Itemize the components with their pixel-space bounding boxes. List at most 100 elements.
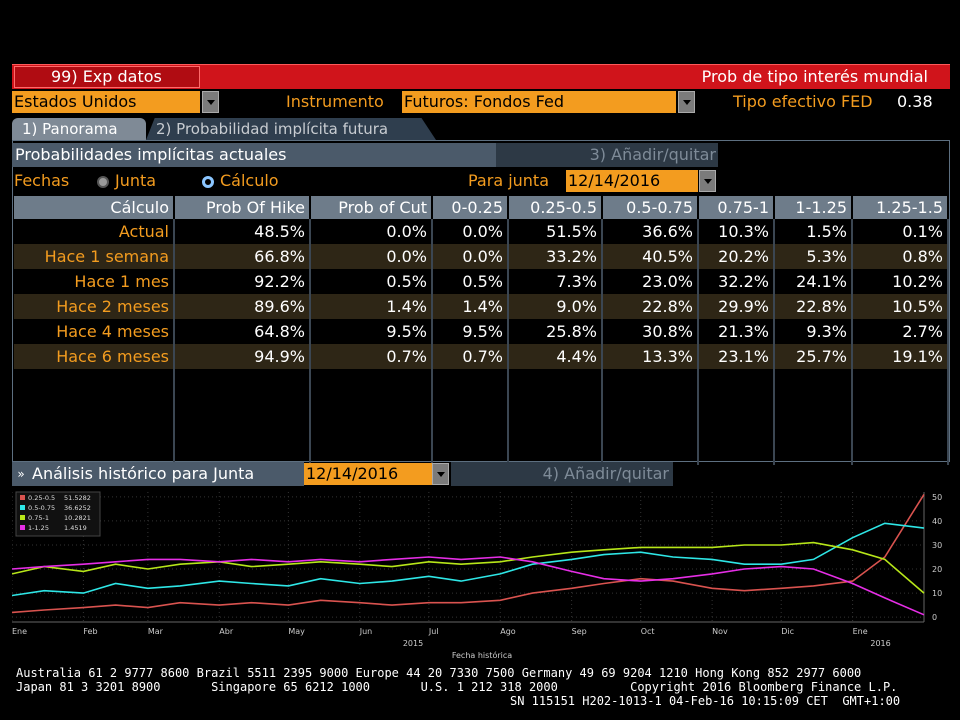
for-meeting-label: Para junta: [468, 171, 550, 190]
col-header[interactable]: Cálculo: [14, 196, 175, 219]
table-cell: 32.2%: [698, 269, 775, 294]
row-label: Hace 1 semana: [14, 244, 175, 269]
x-tick-label: Jun: [359, 627, 373, 636]
x-tick-label: Ene: [12, 627, 27, 636]
radio-calc-label[interactable]: Cálculo: [220, 171, 279, 190]
y-tick-label: 10: [932, 589, 942, 598]
radio-calc[interactable]: [202, 176, 214, 188]
table-cell: 0.0%: [432, 244, 509, 269]
table-empty-area: [14, 369, 949, 465]
series-line-0.5-0.75: [11, 522, 925, 597]
table-cell: 1.4%: [310, 294, 433, 319]
effective-rate-label: Tipo efectivo FED: [733, 92, 873, 111]
footer-line-1: Australia 61 2 9777 8600 Brazil 5511 239…: [16, 666, 862, 680]
legend-swatch: [20, 495, 25, 500]
country-select[interactable]: Estados Unidos: [12, 91, 200, 113]
history-title: Análisis histórico para Junta: [30, 462, 304, 486]
series-line-0.75-1: [11, 541, 925, 594]
legend-value: 36.6252: [64, 504, 91, 512]
tab-panorama[interactable]: 1) Panorama: [12, 118, 146, 140]
collapse-icon[interactable]: »: [12, 462, 30, 486]
table-cell: 22.8%: [602, 294, 699, 319]
table-cell: 4.4%: [508, 344, 603, 369]
x-tick-label: Ago: [500, 627, 516, 636]
table-cell: 19.1%: [852, 344, 949, 369]
history-date-dropdown-arrow-icon[interactable]: [432, 463, 449, 485]
col-header[interactable]: Prob of Cut: [310, 196, 433, 219]
table-cell: 7.3%: [508, 269, 603, 294]
table-cell: 1.5%: [774, 219, 853, 244]
table-cell: 0.1%: [852, 219, 949, 244]
row-label: Hace 2 meses: [14, 294, 175, 319]
legend-value: 10.2821: [64, 514, 91, 522]
table-cell: 20.2%: [698, 244, 775, 269]
table-row[interactable]: Hace 4 meses 64.8% 9.5% 9.5% 25.8% 30.8%…: [14, 319, 949, 344]
table-cell: 10.2%: [852, 269, 949, 294]
table-cell: 13.3%: [602, 344, 699, 369]
table-cell: 25.7%: [774, 344, 853, 369]
table-cell: 51.5%: [508, 219, 603, 244]
table-row[interactable]: Actual 48.5% 0.0% 0.0% 51.5% 36.6% 10.3%…: [14, 219, 949, 244]
history-chart: Ene Feb Mar Abr May Jun Jul Ago Sep Oct Nov Dic Ene 2…: [11, 486, 950, 664]
x-tick-label: Jul: [428, 627, 439, 636]
table-cell: 22.8%: [774, 294, 853, 319]
x-tick-label: Nov: [712, 627, 728, 636]
instrument-dropdown-arrow-icon[interactable]: [678, 91, 695, 113]
col-header[interactable]: 0.5-0.75: [602, 196, 699, 219]
legend-value: 51.5282: [64, 494, 91, 502]
col-header[interactable]: 0.75-1: [698, 196, 775, 219]
y-tick-label: 0: [932, 613, 937, 622]
legend-label: 1-1.25: [28, 524, 49, 532]
table-cell: 40.5%: [602, 244, 699, 269]
table-cell: 29.9%: [698, 294, 775, 319]
effective-rate-value: 0.38: [897, 92, 933, 111]
meeting-date-select[interactable]: 12/14/2016: [566, 170, 698, 192]
table-cell: 89.6%: [174, 294, 311, 319]
x-tick-label: Mar: [148, 627, 164, 636]
country-dropdown-arrow-icon[interactable]: [202, 91, 219, 113]
table-cell: 36.6%: [602, 219, 699, 244]
tab-implied-future[interactable]: 2) Probabilidad implícita futura: [146, 118, 436, 140]
history-add-remove-button[interactable]: 4) Añadir/quitar: [451, 462, 673, 486]
table-cell: 0.7%: [432, 344, 509, 369]
x-tick-label: Dic: [781, 627, 794, 636]
legend-swatch: [20, 505, 25, 510]
table-cell: 64.8%: [174, 319, 311, 344]
table-cell: 48.5%: [174, 219, 311, 244]
meeting-date-dropdown-arrow-icon[interactable]: [699, 170, 716, 192]
table-cell: 24.1%: [774, 269, 853, 294]
table-row[interactable]: Hace 1 semana 66.8% 0.0% 0.0% 33.2% 40.5…: [14, 244, 949, 269]
row-label: Hace 1 mes: [14, 269, 175, 294]
y-tick-label: 30: [932, 541, 942, 550]
col-header[interactable]: 0-0.25: [432, 196, 509, 219]
table-row[interactable]: Hace 6 meses 94.9% 0.7% 0.7% 4.4% 13.3% …: [14, 344, 949, 369]
table-row[interactable]: Hace 2 meses 89.6% 1.4% 1.4% 9.0% 22.8% …: [14, 294, 949, 319]
history-meeting-date-select[interactable]: 12/14/2016: [304, 463, 432, 485]
x-tick-label: Feb: [83, 627, 97, 636]
legend-swatch: [20, 515, 25, 520]
col-header[interactable]: 1-1.25: [774, 196, 853, 219]
table-cell: 5.3%: [774, 244, 853, 269]
legend-label: 0.5-0.75: [28, 504, 55, 512]
page-title: Prob de tipo interés mundial: [701, 67, 928, 86]
add-remove-button[interactable]: 3) Añadir/quitar: [496, 143, 718, 167]
table-cell: 0.0%: [310, 244, 433, 269]
radio-meeting[interactable]: [97, 176, 109, 188]
table-cell: 9.5%: [432, 319, 509, 344]
export-data-button[interactable]: 99) Exp datos: [14, 66, 200, 88]
y-tick-label: 40: [932, 517, 942, 526]
history-header: » Análisis histórico para Junta 12/14/20…: [12, 462, 950, 486]
col-header[interactable]: 1.25-1.5: [852, 196, 949, 219]
table-cell: 66.8%: [174, 244, 311, 269]
plot-background: [12, 492, 924, 622]
year-tick-label: 2016: [870, 639, 890, 648]
instrument-select[interactable]: Futuros: Fondos Fed: [402, 91, 676, 113]
row-label: Hace 4 meses: [14, 319, 175, 344]
table-cell: 0.0%: [432, 219, 509, 244]
col-header[interactable]: 0.25-0.5: [508, 196, 603, 219]
row-label: Actual: [14, 219, 175, 244]
legend-value: 1.4519: [64, 524, 87, 532]
col-header[interactable]: Prob Of Hike: [174, 196, 311, 219]
table-row[interactable]: Hace 1 mes 92.2% 0.5% 0.5% 7.3% 23.0% 32…: [14, 269, 949, 294]
radio-meeting-label[interactable]: Junta: [115, 171, 157, 190]
